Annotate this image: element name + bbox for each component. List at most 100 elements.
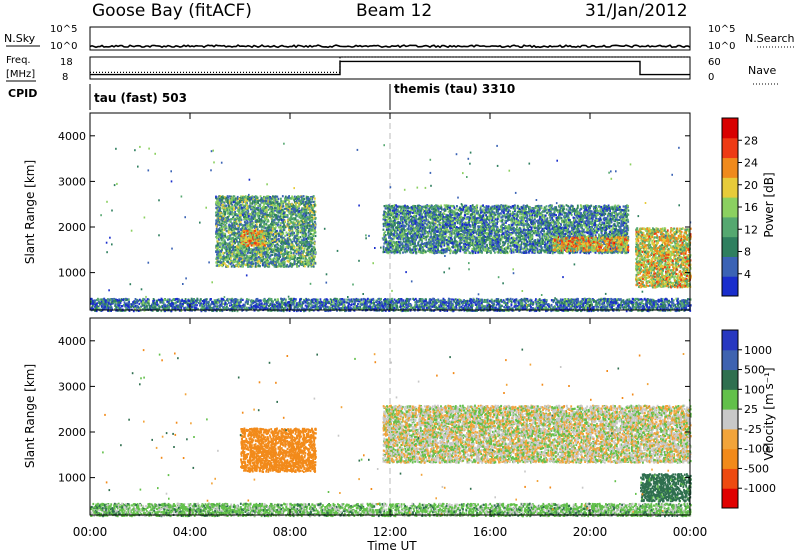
power-cell xyxy=(275,214,277,216)
power-cell xyxy=(291,211,293,213)
power-cell xyxy=(229,234,231,236)
power-cell xyxy=(280,211,282,213)
power-cell xyxy=(233,195,235,197)
power-cell xyxy=(247,198,249,200)
power-cell xyxy=(292,256,294,258)
power-cell xyxy=(272,234,274,236)
power-cell xyxy=(215,251,217,253)
power-cell xyxy=(298,205,300,207)
power-cell xyxy=(232,213,234,215)
power-cell xyxy=(267,204,269,206)
power-cell xyxy=(283,205,285,207)
power-cell xyxy=(307,209,309,211)
power-cell xyxy=(247,233,249,235)
power-cell xyxy=(276,196,278,198)
power-cell xyxy=(311,257,313,259)
power-cell xyxy=(287,219,289,221)
power-cell xyxy=(284,235,286,237)
power-cell xyxy=(235,198,237,200)
power-cell xyxy=(241,201,243,203)
power-cell xyxy=(233,252,235,254)
power-cell xyxy=(313,217,315,219)
power-cell xyxy=(222,252,224,254)
power-cell xyxy=(308,200,310,202)
power-cell xyxy=(262,256,264,258)
freq-left-tick-top: 18 xyxy=(60,57,73,68)
power-cell xyxy=(243,255,245,257)
power-cell xyxy=(239,212,241,214)
power-cell xyxy=(249,252,251,254)
power-cell xyxy=(248,251,250,253)
power-cell xyxy=(295,227,297,229)
power-cell xyxy=(242,234,244,236)
power-cell xyxy=(299,220,301,222)
power-cell xyxy=(249,221,251,223)
power-cell xyxy=(221,258,223,260)
cpid-panel: CPID tau (fast) 503 themis (tau) 3310 xyxy=(8,82,515,110)
power-cell xyxy=(270,202,272,204)
power-cell xyxy=(216,231,218,233)
power-cell xyxy=(233,207,235,209)
power-cell xyxy=(227,250,229,252)
power-cell xyxy=(288,212,290,214)
power-cell xyxy=(247,266,249,268)
power-cell xyxy=(215,196,217,198)
power-cell xyxy=(301,203,303,205)
power-cell xyxy=(264,242,266,244)
power-cell xyxy=(261,210,263,212)
power-cell xyxy=(239,231,241,233)
power-cell xyxy=(311,207,313,209)
power-cell xyxy=(294,238,296,240)
power-cell xyxy=(224,226,226,228)
power-cell xyxy=(218,261,220,263)
power-cell xyxy=(228,231,230,233)
freq-left-tick-bottom: 8 xyxy=(62,72,68,83)
power-cell xyxy=(280,198,282,200)
power-cell xyxy=(252,218,254,220)
power-cell xyxy=(273,216,275,218)
power-cell xyxy=(229,247,231,249)
power-cell xyxy=(278,233,280,235)
power-cell xyxy=(309,210,311,212)
power-cell xyxy=(243,242,245,244)
power-cell xyxy=(227,202,229,204)
power-cell xyxy=(291,226,293,228)
power-cell xyxy=(262,212,264,214)
cpid-mode-1: tau (fast) 503 xyxy=(94,91,187,105)
power-cell xyxy=(230,231,232,233)
freq-left-label-1: Freq. xyxy=(6,55,31,66)
power-cell xyxy=(223,262,225,264)
power-cell xyxy=(242,211,244,213)
power-cell xyxy=(295,206,297,208)
power-cell xyxy=(224,211,226,213)
power-cell xyxy=(261,253,263,255)
power-cell xyxy=(309,222,311,224)
power-cell xyxy=(234,260,236,262)
power-cell xyxy=(286,234,288,236)
power-cell xyxy=(286,232,288,234)
power-cell xyxy=(296,244,298,246)
power-cell xyxy=(236,228,238,230)
power-cell xyxy=(218,210,220,212)
power-cell xyxy=(274,219,276,221)
power-cell xyxy=(303,263,305,265)
power-cell xyxy=(283,229,285,231)
power-cell xyxy=(267,219,269,221)
power-cell xyxy=(252,223,254,225)
power-cell xyxy=(278,226,280,228)
power-cell xyxy=(285,252,287,254)
power-cell xyxy=(272,262,274,264)
power-cell xyxy=(229,253,231,255)
power-cell xyxy=(229,195,231,197)
noise-right-tick-top: 10^5 xyxy=(708,24,735,35)
power-cell xyxy=(306,212,308,214)
power-cell xyxy=(255,203,257,205)
freq-panel-frame xyxy=(90,57,690,79)
power-cell xyxy=(257,200,259,202)
power-cell xyxy=(266,200,268,202)
power-cell xyxy=(298,213,300,215)
power-cell xyxy=(255,242,257,244)
power-cell xyxy=(245,236,247,238)
power-cell xyxy=(288,206,290,208)
power-cell xyxy=(226,205,228,207)
